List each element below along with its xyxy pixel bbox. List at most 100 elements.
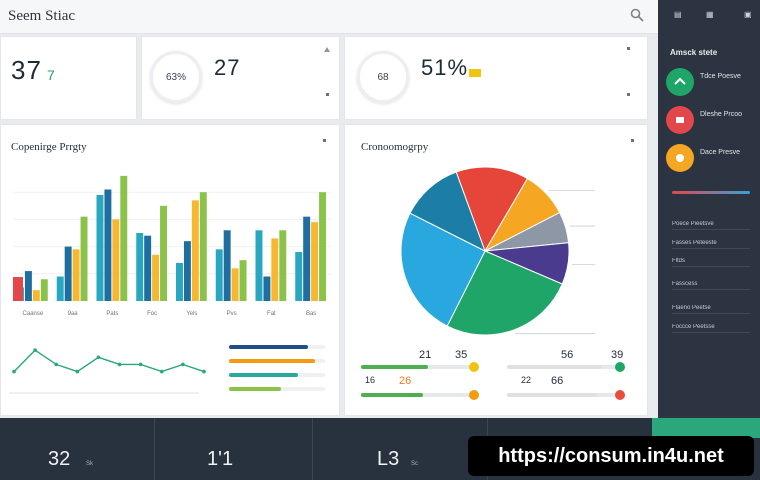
- progress-track: [507, 390, 625, 400]
- grid-icon[interactable]: ▦: [706, 10, 714, 19]
- pie-label: 39: [611, 349, 624, 361]
- kpi-card-2[interactable]: 63% 27: [141, 36, 340, 120]
- sidebar-row[interactable]: Fasses Peteeste: [672, 240, 752, 250]
- line-point: [12, 369, 16, 374]
- sidebar-row[interactable]: Flaeno Peetse: [672, 305, 752, 315]
- alert-icon: [666, 106, 694, 134]
- x-tick-label: Pvs: [227, 311, 237, 317]
- sidebar-item-2[interactable]: Dleshe Prcoo: [666, 106, 756, 136]
- x-tick-label: Caanse: [23, 311, 44, 317]
- stat-value: L3: [377, 448, 400, 470]
- progress-track: [229, 345, 325, 349]
- sidebar-item-1[interactable]: Tdce Poesve: [666, 68, 756, 98]
- bar-chart-title: Copenirge Prrgty: [11, 141, 87, 153]
- sidebar-row[interactable]: Fltds: [672, 258, 752, 268]
- bar: [215, 249, 223, 301]
- progress-group: [229, 345, 329, 405]
- progress-track: [361, 362, 479, 372]
- menu-dot-icon[interactable]: [627, 93, 630, 96]
- kpi-ring: 63%: [150, 51, 202, 103]
- kpi-ring-label: 63%: [165, 72, 186, 83]
- bar: [319, 192, 326, 301]
- line-point: [159, 369, 164, 374]
- bar: [80, 216, 88, 301]
- bar: [279, 230, 287, 301]
- bar: [152, 254, 160, 301]
- bar: [255, 230, 263, 301]
- line-point: [181, 362, 185, 367]
- stat-sub: Sk: [86, 461, 94, 467]
- sidebar-item-label: Dleshe Prcoo: [700, 111, 743, 118]
- sidebar-row[interactable]: Poece Pieetsve: [672, 221, 752, 231]
- kpi-value: 37: [11, 55, 42, 85]
- line-point: [202, 369, 206, 374]
- sidebar-toolbar: ▤ ▦ ▣: [658, 10, 760, 24]
- stat-sub: Sc: [411, 461, 419, 467]
- progress-fill: [229, 345, 308, 349]
- trend-up-icon: [324, 47, 330, 52]
- stat-panel-3[interactable]: L3 Sc: [313, 418, 488, 480]
- progress-fill: [507, 393, 597, 397]
- sidebar-item-3[interactable]: Dace Presve: [666, 144, 756, 174]
- kpi-card-3[interactable]: 68 51%: [344, 36, 648, 120]
- kpi-accent: [469, 69, 481, 77]
- bar: [136, 233, 144, 301]
- sidebar-item-label: Dace Presve: [700, 149, 741, 156]
- pie-slice: [409, 171, 486, 253]
- x-tick-label: 9aa: [68, 311, 79, 317]
- chart-icon: [666, 68, 694, 96]
- bar: [160, 205, 167, 301]
- progress-track: [229, 359, 325, 363]
- kpi-value: 51%: [421, 55, 469, 80]
- kpi-card-1[interactable]: 37 7: [0, 36, 137, 120]
- bar: [24, 271, 32, 301]
- line-point: [138, 362, 143, 367]
- stat-value: 32: [48, 448, 71, 470]
- sidebar-row[interactable]: Fasscess: [672, 281, 752, 291]
- x-tick-label: Foc: [147, 311, 157, 317]
- watermark-url: https://consum.in4u.net: [468, 436, 754, 476]
- line-point: [96, 355, 101, 360]
- line-point: [33, 348, 37, 352]
- search-icon[interactable]: [630, 8, 644, 22]
- kpi-value: 27: [214, 55, 241, 80]
- bar: [263, 276, 271, 301]
- pie-row-value: 66: [551, 375, 564, 387]
- progress-fill: [229, 359, 316, 363]
- bar: [96, 194, 104, 301]
- sidebar: ▤ ▦ ▣ Amsck stete Tdce Poesve Dleshe Prc…: [658, 0, 760, 418]
- pie-slice: [446, 250, 563, 336]
- sidebar-row[interactable]: Foccce Peetsse: [672, 324, 752, 334]
- bar: [303, 216, 311, 301]
- progress-end-dot: [469, 362, 479, 372]
- menu-dot-icon[interactable]: [627, 47, 630, 50]
- kpi-suffix: 7: [47, 67, 56, 83]
- menu-dot-icon[interactable]: [631, 139, 634, 142]
- pie-progress-group: [361, 362, 631, 405]
- menu-dot-icon[interactable]: [323, 139, 326, 142]
- kpi-ring-label: 68: [377, 72, 389, 83]
- progress-end-dot: [615, 362, 625, 372]
- stat-panel-2[interactable]: 1'1: [155, 418, 313, 480]
- pie-chart: [400, 166, 595, 336]
- pie-row-label: 16: [365, 375, 376, 385]
- line-series: [13, 349, 205, 373]
- bar: [223, 230, 231, 301]
- bar: [40, 279, 48, 301]
- stat-panel-1[interactable]: 32 Sk: [0, 418, 155, 480]
- bar: [144, 235, 152, 301]
- settings-icon[interactable]: ▣: [744, 10, 752, 19]
- menu-dot-icon[interactable]: [326, 93, 329, 96]
- menu-icon[interactable]: ▤: [674, 10, 682, 19]
- pie-slice: [455, 166, 529, 253]
- progress-track: [361, 390, 479, 400]
- pie-row-label: 22: [521, 375, 532, 385]
- x-tick-label: Yels: [186, 311, 197, 317]
- line-point: [75, 369, 80, 374]
- bar: [104, 189, 112, 301]
- bar: [176, 262, 183, 301]
- bar: [295, 252, 303, 301]
- pie-label: 35: [455, 349, 468, 361]
- bar: [13, 277, 23, 301]
- bar: [32, 290, 40, 301]
